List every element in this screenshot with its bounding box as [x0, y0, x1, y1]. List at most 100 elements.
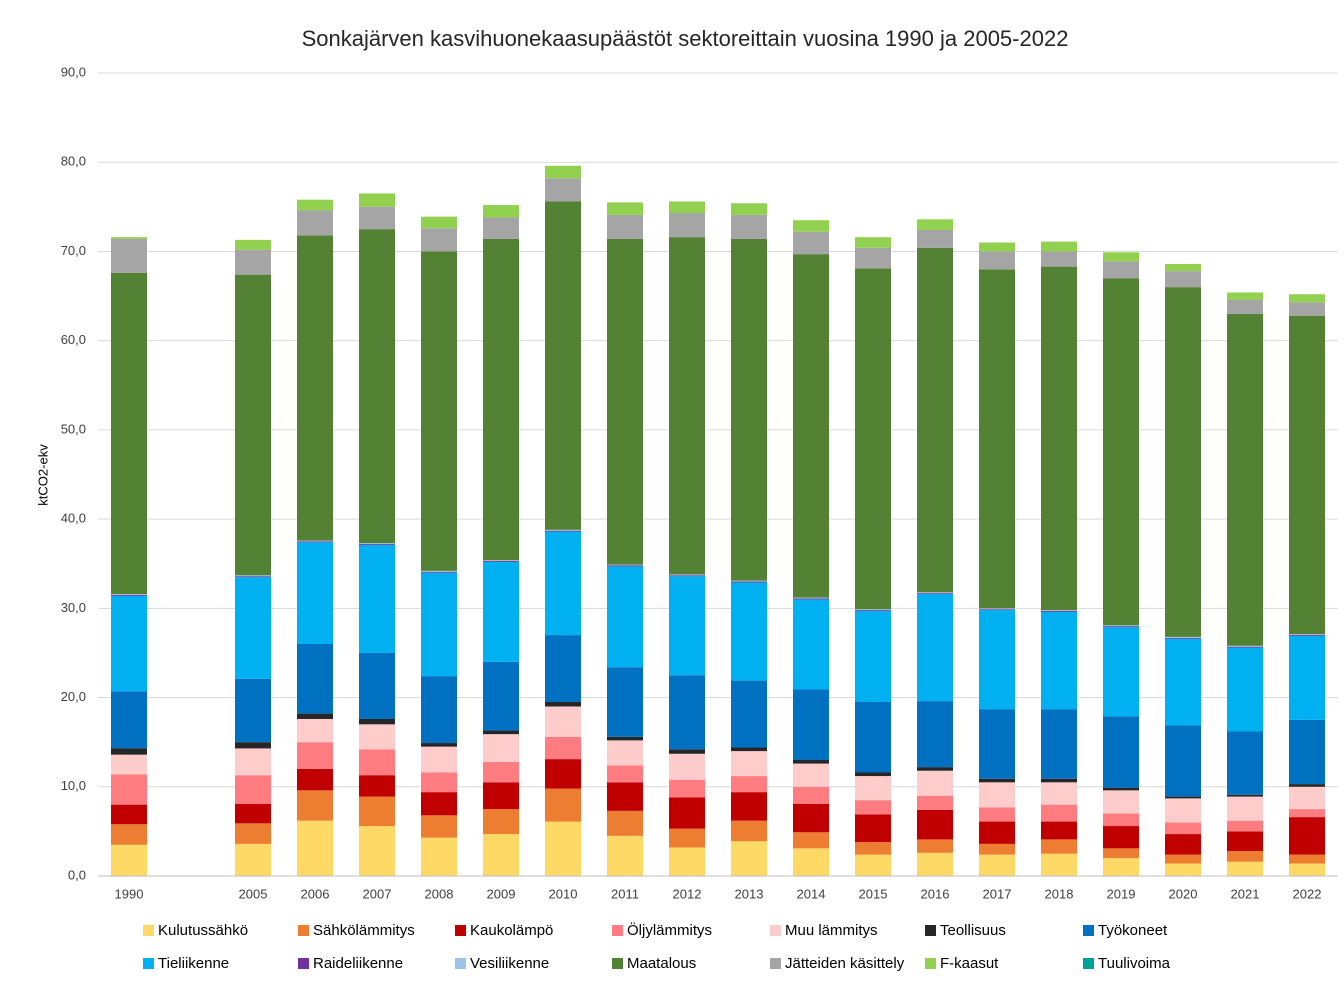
- bar-segment: [917, 219, 953, 231]
- bar-segment: [1165, 263, 1201, 272]
- bar-segment: [483, 730, 519, 735]
- bar-segment: [731, 582, 767, 681]
- bar-segment: [917, 767, 953, 771]
- bar-segment: [1165, 822, 1201, 835]
- bar-segment: [1103, 813, 1139, 827]
- bar-segment: [545, 201, 581, 530]
- bar-segment: [855, 814, 891, 843]
- bar-segment: [297, 541, 333, 543]
- legend-label: Öljylämmitys: [627, 921, 712, 939]
- bar-segment: [1289, 817, 1325, 855]
- bar-segment: [421, 228, 457, 252]
- y-tick-label: 40,0: [61, 511, 86, 526]
- bar-segment: [1165, 271, 1201, 288]
- bar-segment: [359, 775, 395, 797]
- bar-segment: [855, 800, 891, 815]
- bar-segment: [917, 593, 953, 595]
- bar-segment: [731, 238, 767, 581]
- bar-segment: [1103, 790, 1139, 814]
- bar-segment: [421, 571, 457, 573]
- bar-segment: [607, 214, 643, 239]
- bar-segment: [483, 761, 519, 783]
- bar-segment: [1041, 709, 1077, 779]
- x-tick-label: 2008: [425, 886, 454, 901]
- bar-segment: [235, 803, 271, 824]
- bar-segment: [1165, 636, 1201, 638]
- bar-segment: [235, 576, 271, 578]
- bar-segment: [483, 809, 519, 835]
- bar-segment: [731, 841, 767, 876]
- y-tick-label: 0,0: [68, 867, 86, 882]
- bar-segment: [731, 776, 767, 793]
- legend-label: Maatalous: [627, 955, 696, 972]
- bar-segment: [793, 763, 829, 787]
- bar-segment: [917, 701, 953, 768]
- legend-swatch: [612, 958, 623, 969]
- bar-segment: [607, 810, 643, 836]
- bar-segment: [793, 848, 829, 876]
- bar-segment: [669, 574, 705, 576]
- bar-segment: [483, 834, 519, 876]
- bar-segment: [1227, 292, 1263, 300]
- bar-segment: [1041, 610, 1077, 612]
- bar-segment: [421, 743, 457, 747]
- bar-segment: [1165, 637, 1201, 639]
- bar-segment: [1289, 809, 1325, 818]
- bar-segment: [483, 205, 519, 218]
- bar-segment: [1227, 861, 1263, 876]
- bar-segment: [483, 561, 519, 562]
- bar-segment: [731, 820, 767, 842]
- bar-segment: [731, 680, 767, 748]
- x-tick-label: 2014: [797, 886, 826, 901]
- bar-segment: [545, 165, 581, 179]
- bar-segment: [1227, 831, 1263, 852]
- x-tick-label: 1990: [115, 886, 144, 901]
- bar-segment: [917, 770, 953, 796]
- bar-segment: [793, 803, 829, 833]
- legend-swatch: [770, 925, 781, 936]
- bar-segment: [1165, 863, 1201, 876]
- bar-segment: [979, 610, 1015, 710]
- bar-segment: [297, 644, 333, 714]
- bar-segment: [111, 804, 147, 825]
- bar-segment: [979, 709, 1015, 779]
- bar-segment: [1103, 858, 1139, 876]
- bar-segment: [545, 531, 581, 636]
- bar-segment: [297, 713, 333, 719]
- bar-segment: [297, 742, 333, 769]
- bar-segment: [545, 529, 581, 531]
- bar-segment: [235, 843, 271, 876]
- bar-segment: [793, 598, 829, 600]
- legend-swatch: [1083, 958, 1094, 969]
- bar-segment: [297, 542, 333, 645]
- bar-segment: [483, 238, 519, 561]
- bar-segment: [731, 747, 767, 752]
- bar-segment: [1165, 798, 1201, 823]
- bar-segment: [1041, 251, 1077, 267]
- legend-label: Muu lämmitys: [785, 922, 878, 939]
- bar-segment: [669, 675, 705, 750]
- bar-segment: [421, 837, 457, 876]
- bar-segment: [669, 828, 705, 848]
- bar-segment: [235, 249, 271, 275]
- bar-segment: [607, 782, 643, 811]
- legend-label: F-kaasut: [940, 955, 999, 972]
- bar-segment: [669, 575, 705, 577]
- bar-segment: [1289, 635, 1325, 720]
- bar-segment: [607, 566, 643, 668]
- x-tick-label: 2012: [673, 886, 702, 901]
- bar-segment: [731, 580, 767, 582]
- bar-segment: [793, 760, 829, 764]
- bar-segment: [1103, 252, 1139, 262]
- bar-segment: [235, 274, 271, 576]
- x-tick-label: 2018: [1045, 886, 1074, 901]
- bar-segment: [917, 230, 953, 248]
- bar-segment: [607, 740, 643, 766]
- x-tick-label: 2006: [301, 886, 330, 901]
- bar-segment: [1289, 786, 1325, 810]
- bar-segment: [917, 795, 953, 810]
- bar-segment: [1227, 851, 1263, 862]
- bar-segment: [1165, 796, 1201, 799]
- bar-segment: [1103, 848, 1139, 859]
- bar-segment: [669, 201, 705, 214]
